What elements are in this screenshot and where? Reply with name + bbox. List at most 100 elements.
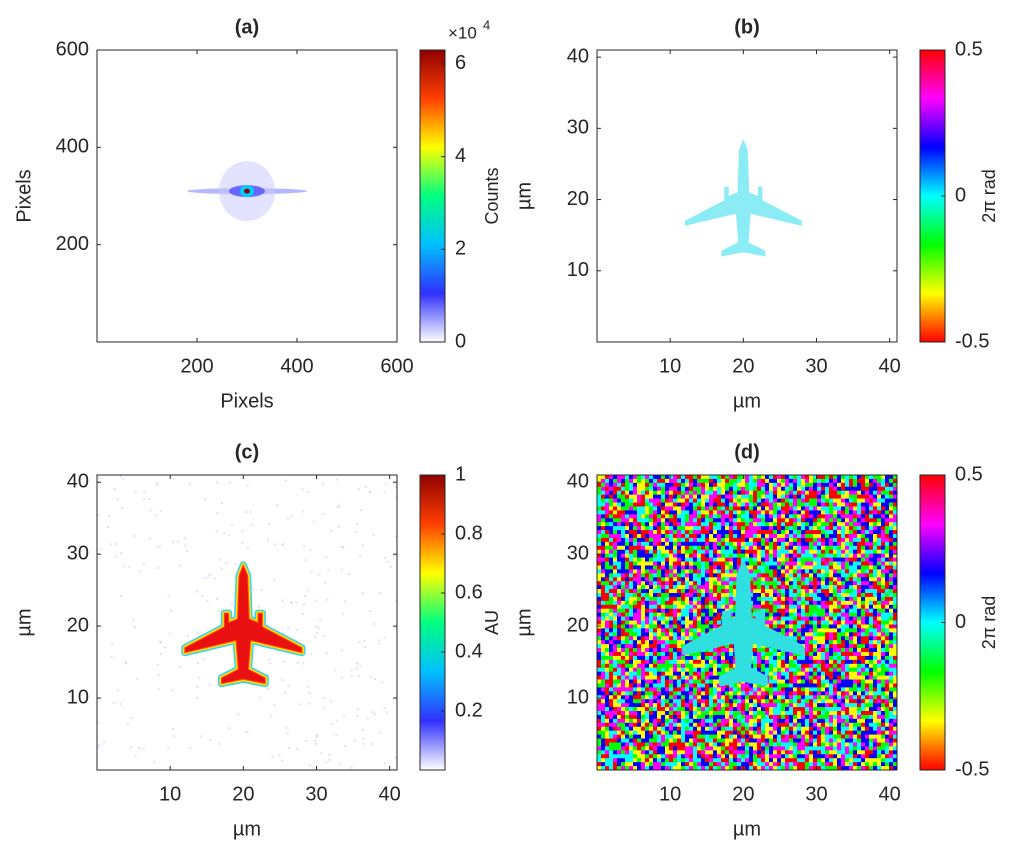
noise	[781, 699, 785, 703]
noise	[657, 695, 661, 699]
noise	[133, 619, 135, 621]
noise	[797, 754, 801, 758]
y-tick-label: 400	[56, 136, 89, 158]
noise	[813, 727, 817, 731]
noise	[621, 695, 625, 699]
noise	[709, 499, 713, 503]
noise	[829, 546, 833, 550]
noise	[793, 691, 797, 695]
noise	[833, 593, 837, 597]
noise	[745, 742, 749, 746]
noise	[789, 589, 793, 593]
noise	[709, 703, 713, 707]
noise	[601, 503, 605, 507]
noise	[697, 499, 701, 503]
noise	[821, 640, 825, 644]
noise	[821, 593, 825, 597]
noise	[625, 621, 629, 625]
noise	[789, 475, 793, 479]
image	[97, 50, 397, 342]
noise	[801, 660, 805, 664]
noise	[753, 691, 757, 695]
noise	[665, 644, 669, 648]
noise	[661, 754, 665, 758]
noise	[625, 613, 629, 617]
noise	[685, 707, 689, 711]
noise	[669, 526, 673, 530]
noise	[669, 569, 673, 573]
noise	[601, 577, 605, 581]
noise	[613, 762, 617, 766]
noise	[833, 703, 837, 707]
noise	[809, 683, 813, 687]
noise	[681, 491, 685, 495]
noise	[613, 534, 617, 538]
noise	[649, 715, 653, 719]
noise	[605, 569, 609, 573]
y-tick-label: 20	[567, 188, 589, 210]
noise	[701, 754, 705, 758]
noise	[645, 589, 649, 593]
noise	[821, 585, 825, 589]
noise	[829, 542, 833, 546]
noise	[673, 664, 677, 668]
noise	[629, 695, 633, 699]
noise	[829, 636, 833, 640]
noise	[697, 746, 701, 750]
noise	[765, 613, 769, 617]
noise	[829, 605, 833, 609]
noise	[689, 664, 693, 668]
noise	[805, 628, 809, 632]
noise	[693, 683, 697, 687]
noise	[757, 719, 761, 723]
noise	[701, 503, 705, 507]
noise	[753, 554, 757, 558]
noise	[669, 683, 673, 687]
noise	[653, 518, 657, 522]
noise	[733, 558, 737, 562]
noise	[729, 742, 733, 746]
noise	[677, 534, 681, 538]
noise	[813, 530, 817, 534]
noise	[645, 656, 649, 660]
noise	[813, 589, 817, 593]
noise	[685, 687, 689, 691]
noise	[777, 656, 781, 660]
noise	[725, 703, 729, 707]
noise	[597, 573, 601, 577]
noise	[725, 562, 729, 566]
noise	[645, 711, 649, 715]
noise	[737, 538, 741, 542]
noise	[829, 573, 833, 577]
noise	[809, 495, 813, 499]
noise	[785, 617, 789, 621]
noise	[825, 636, 829, 640]
noise	[661, 550, 665, 554]
noise	[693, 495, 697, 499]
noise	[785, 683, 789, 687]
noise	[701, 762, 705, 766]
noise	[657, 632, 661, 636]
noise	[251, 524, 253, 526]
noise	[769, 609, 773, 613]
noise	[649, 585, 653, 589]
noise	[785, 554, 789, 558]
noise	[713, 499, 717, 503]
noise	[821, 676, 825, 680]
noise	[685, 672, 689, 676]
x-tick-label: 10	[659, 355, 681, 377]
noise	[705, 510, 709, 514]
noise	[673, 503, 677, 507]
noise	[677, 754, 681, 758]
noise	[669, 487, 673, 491]
noise	[681, 558, 685, 562]
noise	[777, 668, 781, 672]
noise	[629, 542, 633, 546]
noise	[665, 483, 669, 487]
noise	[705, 621, 709, 625]
noise	[773, 624, 777, 628]
noise	[709, 750, 713, 754]
noise	[745, 691, 749, 695]
noise	[657, 660, 661, 664]
noise	[157, 567, 159, 569]
